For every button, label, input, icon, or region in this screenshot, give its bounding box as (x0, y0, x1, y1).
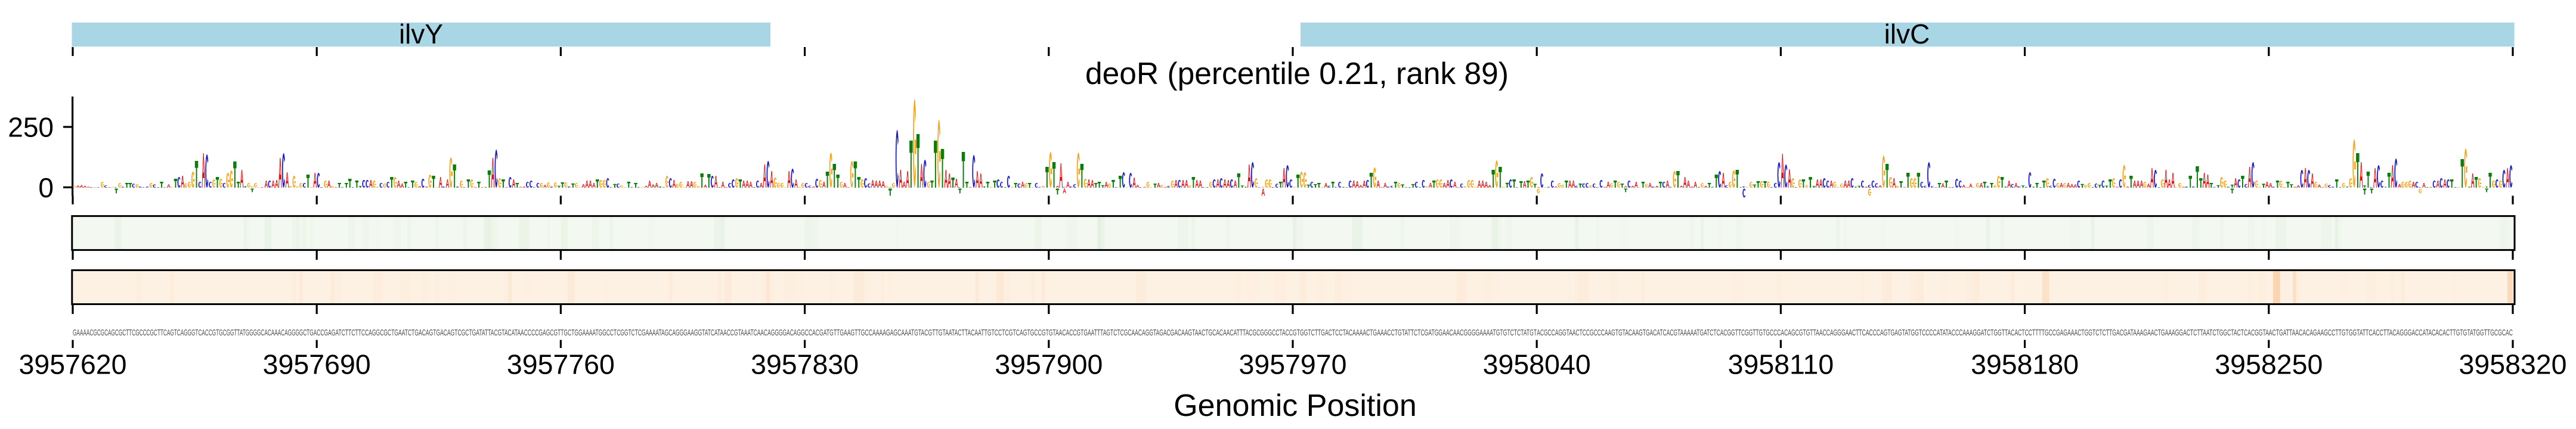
svg-text:CCACGATGTTGAAGTTGCCAAAAGAGCAAA: CCACGATGTTGAAGTTGCCAAAAGAGCAAATGTACGTTGT… (805, 328, 1049, 338)
svg-text:3958180: 3958180 (1971, 349, 2079, 380)
svg-text:0: 0 (38, 172, 54, 203)
svg-text:3957970: 3957970 (1239, 349, 1346, 380)
svg-text:ilvY: ilvY (399, 18, 443, 49)
svg-text:3958250: 3958250 (2215, 349, 2323, 380)
svg-text:ilvC: ilvC (1884, 18, 1930, 49)
svg-text:3957900: 3957900 (995, 349, 1103, 380)
svg-text:3957760: 3957760 (507, 349, 615, 380)
svg-text:250: 250 (8, 111, 54, 142)
svg-text:CCTTTTGCCGAGAAACTGGTCTCTTGACGA: CCTTTTGCCGAGAAACTGGTCTCTTGACGATAAAGAACTG… (2025, 328, 2269, 338)
svg-text:CCGAGATCTTCTTCCAGGCGCTGAATCTGA: CCGAGATCTTCTTCCAGGCGCTGAATCTGACAGTGACAGT… (317, 328, 561, 338)
svg-text:3958320: 3958320 (2459, 349, 2566, 380)
svg-text:deoR (percentile 0.21, rank 89: deoR (percentile 0.21, rank 89) (1085, 56, 1509, 91)
svg-text:GAAAACGCGCAGCGCTTCGCCCGCTTCAGT: GAAAACGCGCAGCGCTTCGCCCGCTTCAGTCAGGGTCACC… (73, 328, 317, 338)
svg-text:3958110: 3958110 (1728, 349, 1834, 380)
svg-text:3957620: 3957620 (18, 349, 126, 380)
svg-text:ACAGCGTGTTAACCAGGGAACTTCACCCAG: ACAGCGTGTTAACCAGGGAACTTCACCCAGTGAGTATGGT… (1781, 328, 2024, 338)
svg-text:3957690: 3957690 (263, 349, 371, 380)
svg-text:Genomic Position: Genomic Position (1174, 388, 1417, 423)
svg-text:GTAACACCGTGAATTTAGTCTCGCAACAGG: GTAACACCGTGAATTTAGTCTCGCAACAGGTAGACGACAA… (1049, 328, 1293, 338)
svg-text:TGCTGGAAAATGGCCTCGGTCTCGAAAATA: TGCTGGAAAATGGCCTCGGTCTCGAAAATAGCAGGGAAGG… (561, 328, 804, 338)
svg-text:GTGGTCTTGACTCCTACAAAACTGAAACCT: GTGGTCTTGACTCCTACAAAACTGAAACCTGTATTCTCGA… (1293, 328, 1537, 338)
svg-text:ACGCCAGGTAACTCCGCCCAAGTGTACAAG: ACGCCAGGTAACTCCGCCCAAGTGTACAAGTGACATCACG… (1537, 328, 1781, 338)
svg-text:3957830: 3957830 (751, 349, 859, 380)
svg-text:ACTGATTAACACAGAAGCCTTGTGGTATTC: ACTGATTAACACAGAAGCCTTGTGGTATTCACCTTACAGG… (2269, 328, 2513, 338)
svg-text:3958040: 3958040 (1483, 349, 1591, 380)
